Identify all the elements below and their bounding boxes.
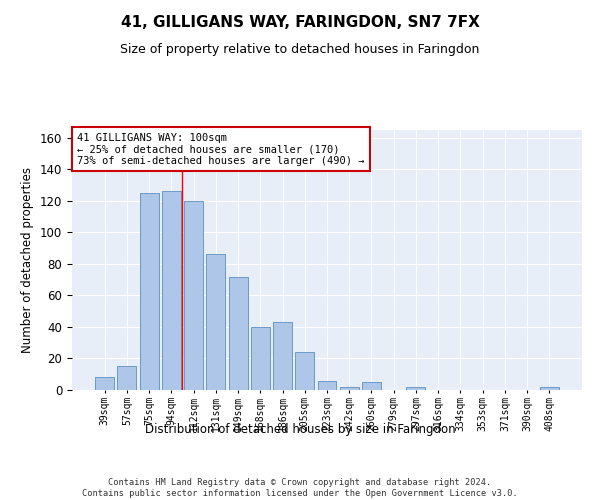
Bar	[184, 201, 203, 390]
Text: Size of property relative to detached houses in Faringdon: Size of property relative to detached ho…	[121, 42, 479, 56]
Bar	[206, 254, 225, 390]
Text: Contains HM Land Registry data © Crown copyright and database right 2024.
Contai: Contains HM Land Registry data © Crown c…	[82, 478, 518, 498]
Bar	[317, 380, 337, 390]
Text: Distribution of detached houses by size in Faringdon: Distribution of detached houses by size …	[145, 422, 455, 436]
Bar	[540, 387, 559, 390]
Bar	[229, 276, 248, 390]
Text: 41, GILLIGANS WAY, FARINGDON, SN7 7FX: 41, GILLIGANS WAY, FARINGDON, SN7 7FX	[121, 15, 479, 30]
Bar	[340, 387, 359, 390]
Bar	[406, 387, 425, 390]
Bar	[118, 366, 136, 390]
Y-axis label: Number of detached properties: Number of detached properties	[22, 167, 34, 353]
Bar	[251, 327, 270, 390]
Bar	[162, 192, 181, 390]
Text: 41 GILLIGANS WAY: 100sqm
← 25% of detached houses are smaller (170)
73% of semi-: 41 GILLIGANS WAY: 100sqm ← 25% of detach…	[77, 132, 365, 166]
Bar	[295, 352, 314, 390]
Bar	[362, 382, 381, 390]
Bar	[140, 193, 158, 390]
Bar	[273, 322, 292, 390]
Bar	[95, 378, 114, 390]
